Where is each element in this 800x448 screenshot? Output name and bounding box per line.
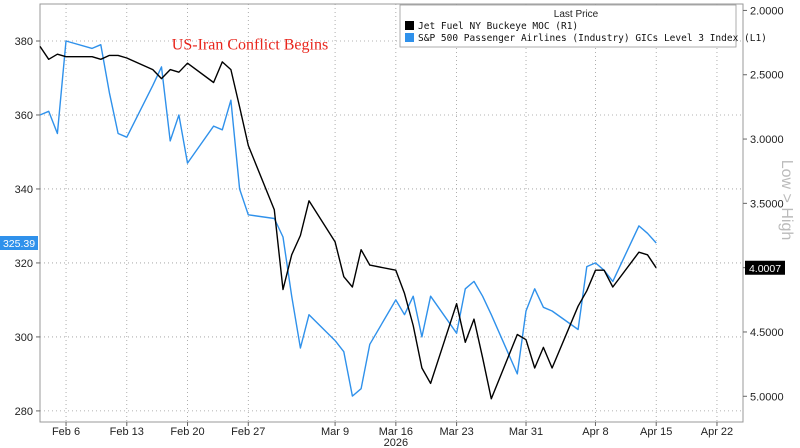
right-tick-label: 4.5000: [750, 327, 784, 339]
legend: Last Price Jet Fuel NY Buckeye MOC (R1)S…: [399, 4, 767, 48]
x-tick-label: Apr 15: [640, 426, 672, 438]
legend-swatch: [405, 21, 414, 30]
left-tick-label: 380: [15, 36, 33, 48]
x-tick-label: Mar 31: [509, 426, 543, 438]
x-tick-label: Feb 27: [231, 426, 265, 438]
right-tick-label: 5.0000: [750, 391, 784, 403]
last-value-label-right: 4.0007: [749, 263, 781, 275]
series-line-airlines-index: [39, 40, 657, 397]
left-tick-label: 300: [15, 332, 33, 344]
grid: [40, 4, 743, 422]
x-tick-label: Feb 6: [52, 426, 80, 438]
x-year-label: 2026: [384, 437, 408, 448]
legend-label: S&P 500 Passenger Airlines (Industry) GI…: [418, 33, 767, 44]
x-tick-label: Feb 13: [110, 426, 144, 438]
last-value-label-left: 325.39: [3, 238, 35, 250]
right-axis-title: Low > High: [778, 160, 795, 241]
legend-swatch: [405, 33, 414, 42]
left-tick-label: 360: [15, 110, 33, 122]
last-value-badge-left: [0, 235, 38, 250]
last-value-labels: 4.0007 325.39: [0, 235, 785, 275]
legend-box: [399, 4, 737, 48]
left-tick-label: 320: [15, 258, 33, 270]
right-tick-label: 2.0000: [750, 5, 784, 17]
left-tick-label: 340: [15, 184, 33, 196]
x-tick-label: Mar 23: [439, 426, 473, 438]
x-tick-label: Apr 8: [582, 426, 608, 438]
legend-title: Last Price: [554, 9, 599, 20]
x-tick-label: Mar 9: [321, 426, 349, 438]
left-tick-label: 280: [15, 406, 33, 418]
x-tick-label: Mar 16: [379, 426, 413, 438]
series-layer: [39, 40, 657, 400]
axes: 280 300 320 340 360 380 2.0000 2.5000 3.0000 3.50…: [15, 5, 784, 448]
x-tick-label: Apr 22: [701, 426, 733, 438]
last-value-badge-right: [745, 260, 785, 275]
right-tick-label: 3.5000: [750, 198, 784, 210]
legend-items: Jet Fuel NY Buckeye MOC (R1)S&P 500 Pass…: [405, 21, 767, 44]
right-tick-label: 3.0000: [750, 134, 784, 146]
annotation-text: US-Iran Conflict Begins: [172, 37, 328, 54]
plot-frame: [39, 3, 744, 423]
x-tick-label: Feb 20: [170, 426, 204, 438]
right-tick-label: 2.5000: [750, 70, 784, 82]
legend-label: Jet Fuel NY Buckeye MOC (R1): [418, 21, 578, 32]
series-line-jet-fuel: [39, 46, 657, 400]
